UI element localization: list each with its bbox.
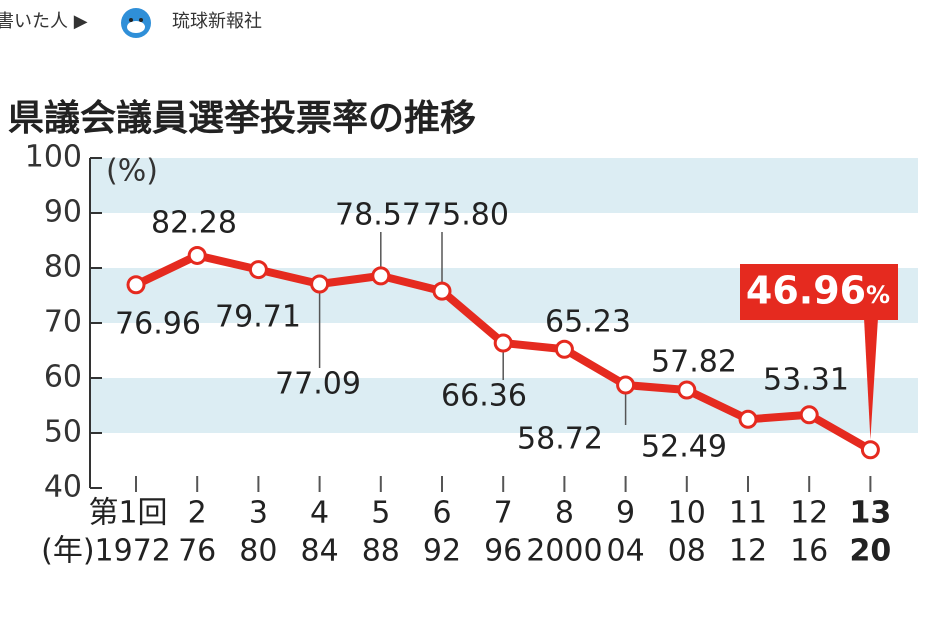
- point: [799, 405, 819, 425]
- value-label: 57.82: [651, 345, 737, 380]
- x-tick-label: 13: [850, 496, 892, 531]
- x-tick-label: 11: [729, 496, 767, 531]
- grid-band: [90, 158, 918, 213]
- value-label: 66.36: [441, 379, 527, 414]
- x-tick-label: 9: [616, 496, 635, 531]
- highlight-box: [740, 264, 898, 320]
- x-year-label: 12: [729, 534, 767, 569]
- value-label: 65.23: [545, 305, 631, 340]
- x-tick-label: 12: [790, 496, 828, 531]
- x-year-label: 92: [423, 534, 461, 569]
- point: [554, 339, 574, 359]
- value-label: 76.96: [115, 307, 201, 342]
- value-label: 75.80: [423, 198, 509, 233]
- point: [738, 409, 758, 429]
- x-tick-label: 6: [432, 496, 451, 531]
- x-year-label: 04: [607, 534, 645, 569]
- highlight-pointer: [864, 318, 878, 440]
- point: [126, 275, 146, 295]
- chart-title: 県議会議員選挙投票率の推移: [8, 98, 476, 139]
- author-link[interactable]: 琉球新報社: [172, 11, 262, 32]
- point: [677, 380, 697, 400]
- x-tick-label: 10: [668, 496, 706, 531]
- value-label: 53.31: [763, 363, 849, 398]
- x-tick-label: 2: [188, 496, 207, 531]
- x-tick-label: 7: [494, 496, 513, 531]
- x-year-label: 88: [362, 534, 400, 569]
- x-year-label: 20: [850, 534, 892, 569]
- x-tick-label: 3: [249, 496, 268, 531]
- x-year-label: 80: [239, 534, 277, 569]
- x-tick-label: 5: [371, 496, 390, 531]
- x-year-label: 2000: [526, 534, 602, 569]
- value-unit: %: [866, 281, 890, 309]
- y-tick-label: 60: [44, 360, 82, 395]
- value-label: 77.09: [275, 367, 361, 402]
- x-year-label: 96: [484, 534, 522, 569]
- y-tick-label: 90: [44, 195, 82, 230]
- header-author[interactable]: 琉球新報社: [172, 11, 262, 32]
- point: [493, 333, 513, 353]
- x-year-label: 16: [790, 534, 828, 569]
- point: [860, 440, 880, 460]
- point: [371, 266, 391, 286]
- y-tick-label: 50: [44, 415, 82, 450]
- value-label: 52.49: [641, 430, 727, 465]
- value-label: 79.71: [215, 300, 301, 335]
- y-tick-label: 70: [44, 305, 82, 340]
- x-tick-label: 4: [310, 496, 329, 531]
- value-label: 82.28: [151, 206, 237, 241]
- x-year-label: 08: [668, 534, 706, 569]
- point: [432, 281, 452, 301]
- y-unit: (%): [106, 154, 158, 189]
- point: [248, 260, 268, 280]
- y-tick-label: 80: [44, 250, 82, 285]
- point: [187, 245, 207, 265]
- x-tick-label: 8: [555, 496, 574, 531]
- y-tick-label: 100: [25, 140, 82, 175]
- x-year-label: 84: [301, 534, 339, 569]
- value-label: 58.72: [517, 422, 603, 457]
- y-tick-label: 40: [44, 470, 82, 505]
- point: [616, 375, 636, 395]
- value-label: 78.57: [335, 198, 421, 233]
- grid-band: [90, 378, 918, 433]
- author-icon: [121, 8, 151, 38]
- value-label: 46.96: [746, 269, 866, 313]
- header-lead: 書いた人 ▶: [0, 11, 88, 32]
- point: [310, 274, 330, 294]
- x-year-label: (年)1972: [41, 534, 171, 569]
- x-year-label: 76: [178, 534, 216, 569]
- x-tick-label: 第1回: [88, 496, 167, 531]
